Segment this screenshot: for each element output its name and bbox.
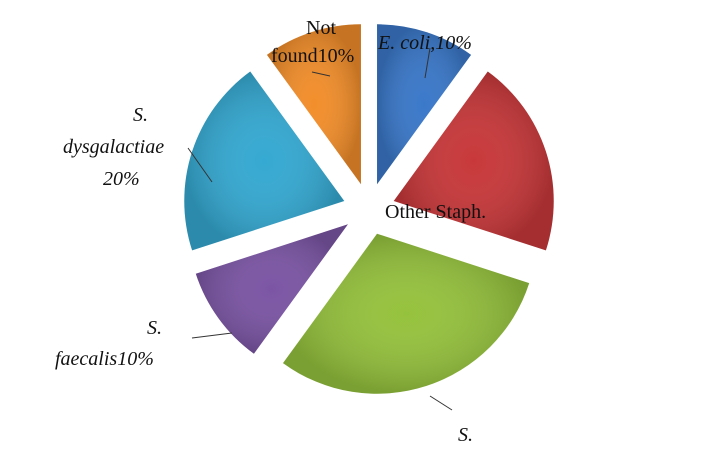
pie-slice-shade-s-dysgalactiae bbox=[184, 71, 345, 251]
pie-slice-shade-s-faecalis bbox=[195, 224, 348, 354]
pie-slice-shade-s-unknown bbox=[282, 233, 530, 394]
label-s-unknown: S. bbox=[458, 424, 473, 446]
pie-slice-shade-not-found bbox=[266, 24, 361, 185]
label-not-found-line1: Not bbox=[306, 17, 336, 39]
label-other-staph: Other Staph. bbox=[385, 201, 486, 223]
label-ecoli: E. coli,10% bbox=[377, 32, 472, 54]
leader-line-s-unknown bbox=[429, 395, 453, 411]
leader-line-ecoli bbox=[424, 47, 431, 79]
leader-line-s-faecalis bbox=[191, 332, 233, 339]
label-s-faecalis-line1: S. bbox=[147, 317, 162, 339]
pie-slice-shade-other-staph bbox=[393, 71, 554, 251]
pie-slice-shade-ecoli bbox=[377, 24, 472, 185]
label-not-found-line2: found10% bbox=[271, 45, 354, 67]
leader-line-s-dysgalactiae bbox=[187, 147, 213, 183]
leader-line-not-found bbox=[311, 71, 331, 77]
label-s-dysgalactiae-line1: S. bbox=[133, 104, 148, 126]
label-s-dysgalactiae-line3: 20% bbox=[103, 168, 140, 190]
label-s-faecalis-line2: faecalis10% bbox=[55, 348, 154, 370]
label-s-dysgalactiae-line2: dysgalactiae bbox=[63, 136, 164, 158]
